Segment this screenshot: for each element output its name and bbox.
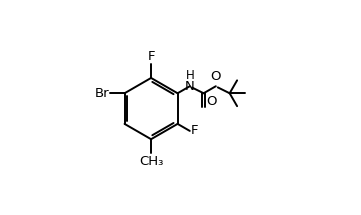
Text: F: F [147, 50, 155, 63]
Text: O: O [210, 70, 221, 83]
Text: N: N [185, 80, 195, 93]
Text: Br: Br [95, 87, 110, 100]
Text: O: O [206, 95, 217, 108]
Text: H: H [186, 69, 194, 82]
Text: F: F [191, 124, 199, 137]
Text: CH₃: CH₃ [139, 155, 163, 168]
